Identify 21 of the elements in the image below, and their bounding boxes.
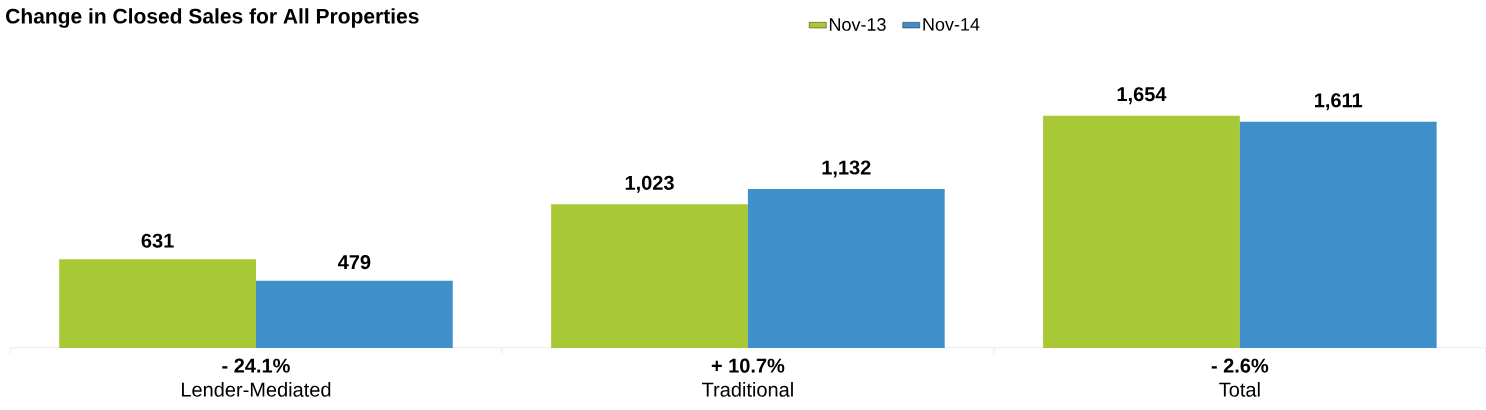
- text: - 24.1%: [222, 358, 290, 373]
- data-label: 1,023: [625, 175, 674, 193]
- data-label: 479: [337, 255, 371, 270]
- bar: [1239, 121, 1437, 348]
- bar: [255, 280, 453, 348]
- data-label: 1,611: [1315, 93, 1363, 111]
- chart-title: Change in Closed Sales for All Properties: [6, 8, 419, 28]
- x-tick-label: Traditional: [702, 382, 793, 397]
- text: + 10.7%: [711, 358, 785, 373]
- bar: [551, 204, 748, 348]
- data-label: 1,654: [1117, 87, 1167, 105]
- data-label: 1,132: [822, 160, 871, 178]
- legend-label: Nov-13: [829, 18, 886, 31]
- bar: [1043, 115, 1240, 348]
- x-tick-label: Total: [1219, 382, 1260, 397]
- data-label: 631: [141, 233, 174, 248]
- bar: [59, 259, 256, 348]
- bar: [747, 189, 945, 348]
- x-tick-label: Lender-Mediated: [182, 382, 331, 397]
- text: - 2.6%: [1211, 358, 1269, 373]
- legend-label: Nov-14: [923, 18, 980, 31]
